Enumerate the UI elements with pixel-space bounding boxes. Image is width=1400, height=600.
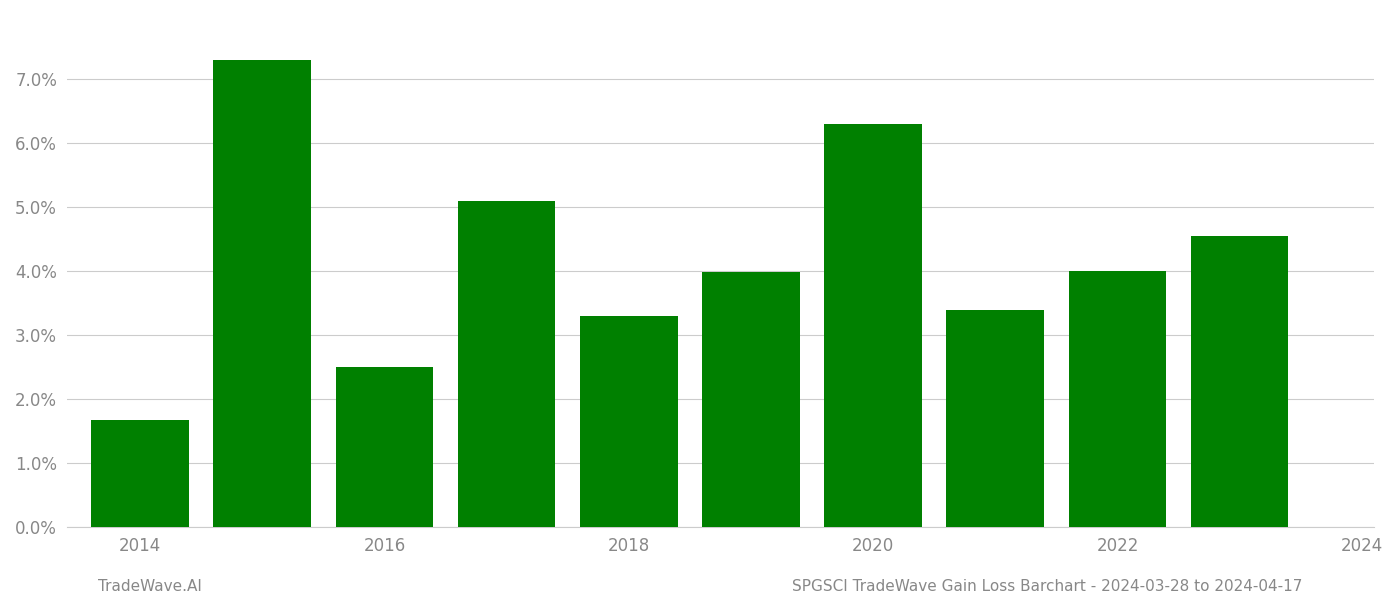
Bar <box>458 201 556 527</box>
Bar <box>825 124 923 527</box>
Bar <box>91 419 189 527</box>
Bar <box>336 367 433 527</box>
Bar <box>213 60 311 527</box>
Bar <box>701 272 799 527</box>
Bar <box>580 316 678 527</box>
Text: SPGSCI TradeWave Gain Loss Barchart - 2024-03-28 to 2024-04-17: SPGSCI TradeWave Gain Loss Barchart - 20… <box>791 579 1302 594</box>
Bar <box>1068 271 1166 527</box>
Bar <box>1191 236 1288 527</box>
Bar <box>946 310 1044 527</box>
Text: TradeWave.AI: TradeWave.AI <box>98 579 202 594</box>
